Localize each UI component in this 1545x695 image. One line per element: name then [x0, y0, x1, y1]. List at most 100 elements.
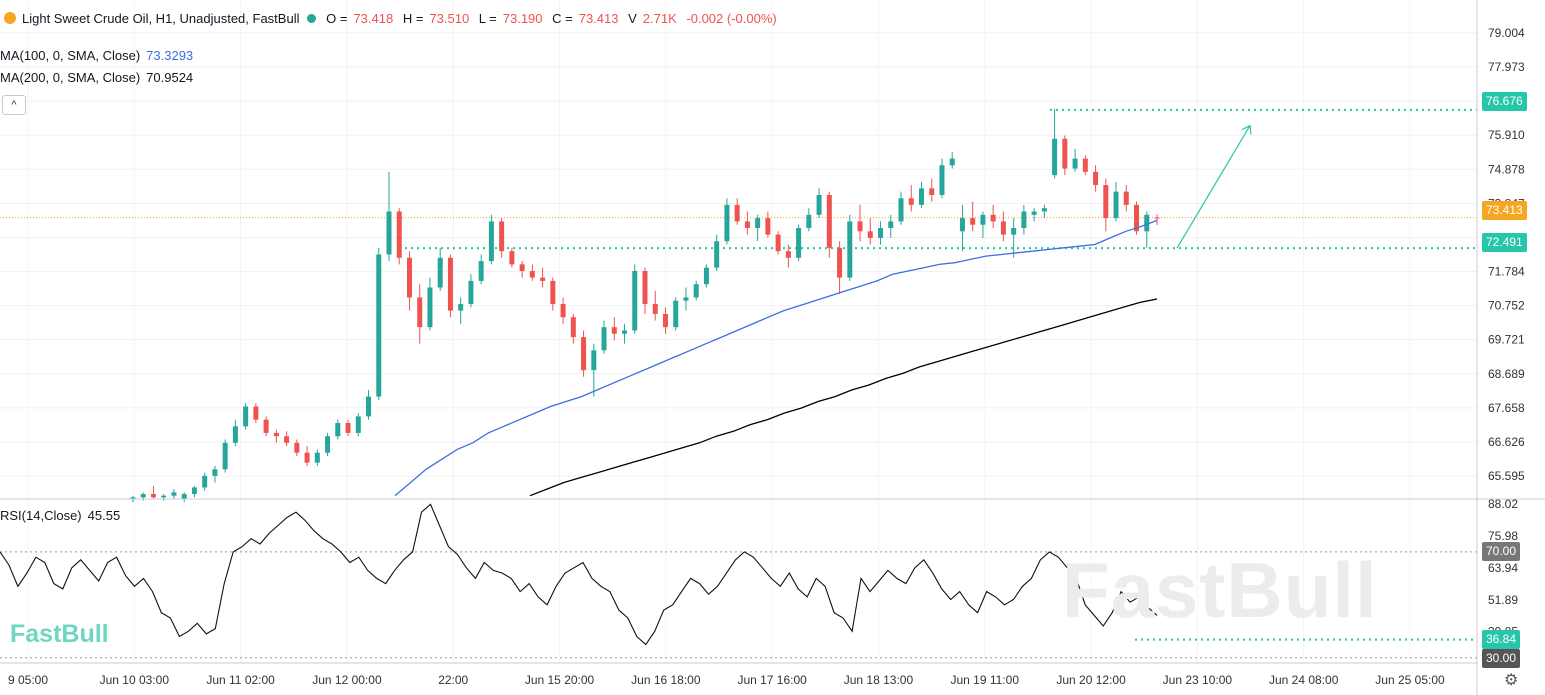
candle-body: [314, 452, 320, 463]
candle-body: [284, 436, 290, 443]
legend-change: -0.002 (-0.00%): [686, 11, 777, 26]
candle-body: [386, 211, 392, 255]
x-tick-label: Jun 24 08:00: [1269, 673, 1339, 687]
gear-icon[interactable]: ⚙: [1504, 672, 1519, 689]
candle-body: [355, 416, 361, 433]
candlestick-series: [130, 109, 1160, 503]
candle-body: [1134, 204, 1140, 232]
legend-h-label: H =: [402, 11, 424, 26]
candle-body: [294, 442, 300, 453]
candle-body: [396, 211, 402, 258]
candle-body: [171, 492, 177, 496]
x-tick-label: Jun 20 12:00: [1056, 673, 1126, 687]
candle-body: [939, 165, 945, 195]
candle-body: [345, 422, 351, 433]
candle-body: [591, 350, 597, 371]
candle-body: [366, 396, 372, 417]
ma200-value: 70.9524: [146, 70, 194, 85]
x-tick-label: Jun 12 00:00: [312, 673, 382, 687]
rsi-label: RSI(14,Close): [0, 508, 82, 523]
x-tick-label: Jun 19 11:00: [951, 673, 1020, 687]
candle-body: [437, 257, 443, 288]
rsi-value: 45.55: [87, 508, 121, 523]
rsi-oversold-badge: 30.00: [1482, 649, 1521, 668]
candle-body: [1011, 228, 1017, 235]
candle-body: [1000, 221, 1006, 235]
candle-body: [990, 214, 996, 222]
candle-body: [1072, 158, 1078, 169]
candle-body: [304, 452, 310, 463]
y-tick-label: 69.721: [1488, 333, 1525, 347]
candle-body: [693, 284, 699, 298]
candle-body: [632, 270, 638, 331]
oil-icon: [4, 12, 16, 24]
y-tick-label: 79.004: [1488, 26, 1525, 40]
y-tick-label: 66.626: [1488, 435, 1525, 449]
rsi-series: [0, 503, 1477, 659]
ma100-label: MA(100, 0, SMA, Close): [0, 48, 141, 63]
moving-averages: [394, 219, 1158, 497]
candle-body: [673, 300, 679, 328]
candle-body: [1103, 185, 1109, 219]
candle-body: [335, 422, 341, 437]
candle-body: [581, 337, 587, 371]
y-tick-label: 68.689: [1488, 367, 1525, 381]
legend-o-label: O =: [326, 11, 348, 26]
candle-body: [1093, 171, 1099, 186]
candle-body: [202, 475, 208, 488]
ma100-value: 73.3293: [146, 48, 194, 63]
candle-body: [140, 494, 146, 498]
rsi-y-tick-label: 75.98: [1488, 529, 1518, 543]
rsi-level-badge: 36.84: [1482, 630, 1521, 649]
projection-arrowhead: [1241, 124, 1252, 135]
candle-body: [243, 406, 249, 427]
legend-volume: 2.71K: [642, 11, 677, 26]
candle-body: [1082, 158, 1088, 172]
level-lines: [0, 108, 1477, 250]
candle-body: [837, 247, 843, 278]
candle-body: [253, 406, 259, 420]
candle-body: [755, 218, 761, 229]
candle-body: [1123, 191, 1129, 205]
candle-body: [601, 327, 607, 351]
candle-body: [611, 327, 617, 334]
candle-body: [509, 251, 515, 265]
ma100-line: [394, 219, 1158, 497]
rsi-line: [0, 503, 1158, 646]
candle-body: [744, 221, 750, 229]
candle-body: [478, 261, 484, 281]
x-tick-label: Jun 23 10:00: [1163, 673, 1233, 687]
collapse-legend-button[interactable]: ^: [2, 95, 26, 115]
candle-body: [550, 280, 556, 305]
candle-body: [622, 330, 628, 334]
candle-body: [703, 267, 709, 285]
candle-body: [529, 270, 535, 278]
candle-body: [1062, 138, 1068, 169]
candle-body: [683, 297, 689, 301]
candle-body: [1031, 211, 1037, 215]
candle-body: [560, 304, 566, 318]
x-tick-label: Jun 25 05:00: [1375, 673, 1445, 687]
rsi-y-tick-label: 63.94: [1488, 561, 1518, 575]
projection-arrow: [1176, 125, 1251, 249]
candle-body: [468, 280, 474, 305]
legend-c-label: C =: [552, 11, 573, 26]
y-tick-label: 75.910: [1488, 128, 1525, 142]
ma200-line: [529, 298, 1158, 497]
support-price-badge: 72.491: [1482, 233, 1527, 252]
candle-body: [1052, 138, 1058, 176]
candle-body: [806, 214, 812, 229]
rsi-overbought-badge: 70.00: [1482, 542, 1521, 561]
candle-body: [765, 218, 771, 235]
candle-body: [949, 158, 955, 166]
x-tick-label: Jun 10 03:00: [100, 673, 170, 687]
watermark-small: FastBull: [10, 620, 109, 648]
candle-body: [816, 194, 822, 215]
rsi-y-tick-label: 88.02: [1488, 497, 1518, 511]
candle-body: [847, 221, 853, 278]
x-tick-label: 9 05:00: [8, 673, 48, 687]
market-open-dot-icon: [307, 14, 317, 23]
legend-close: 73.413: [578, 11, 619, 26]
current-price-badge: 73.413: [1482, 201, 1527, 220]
legend-v-label: V: [628, 11, 637, 26]
